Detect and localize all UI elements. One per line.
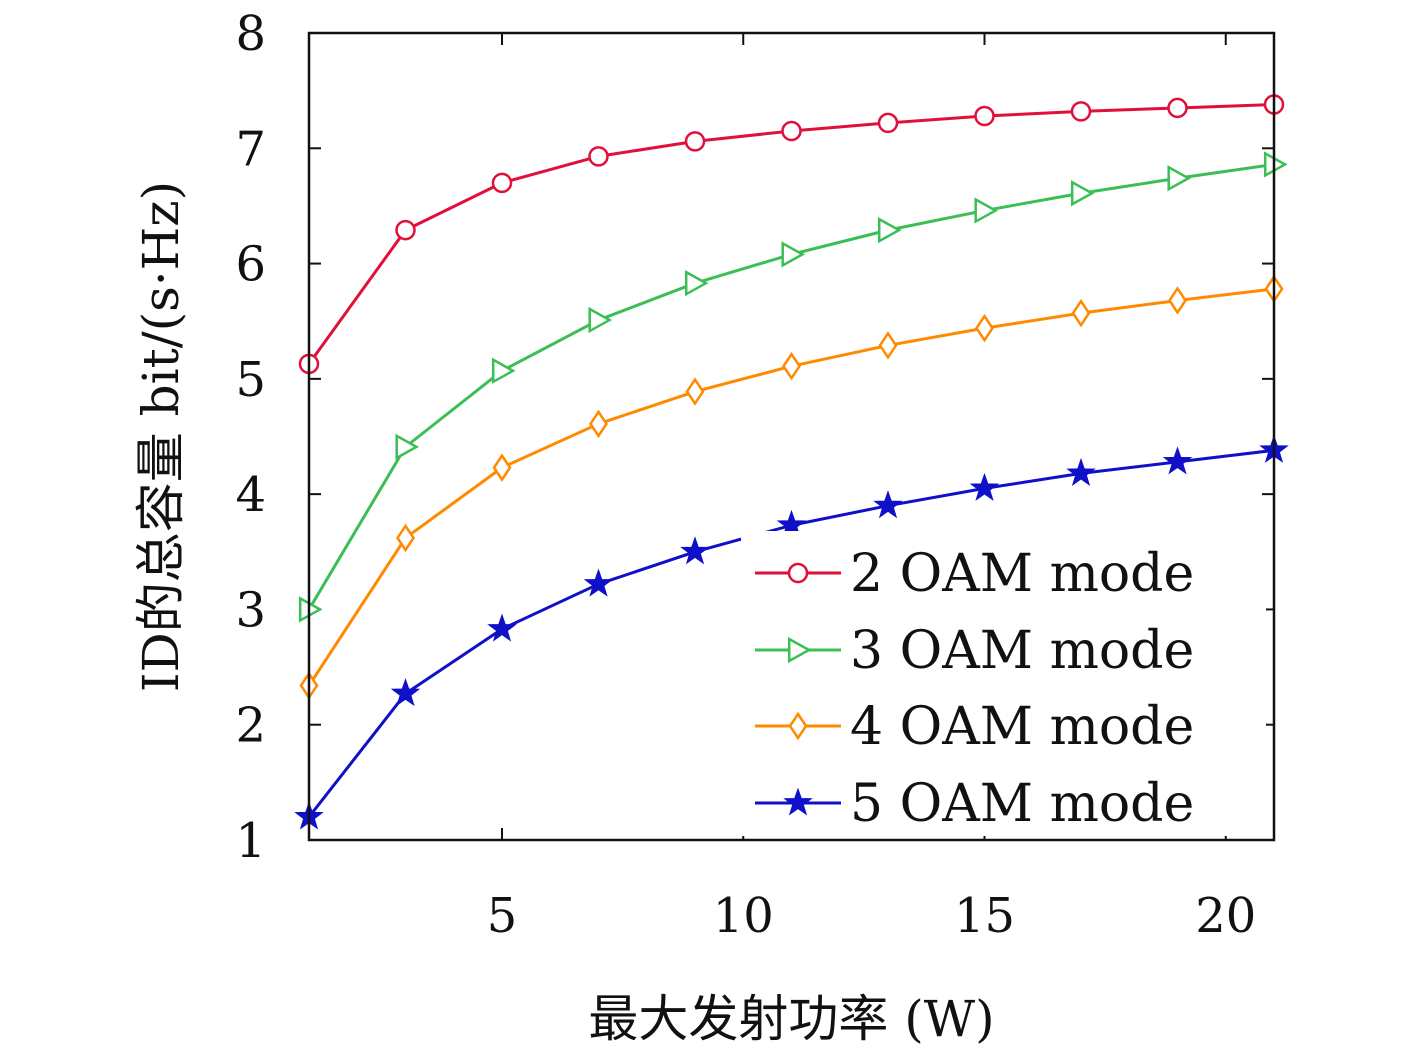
legend-label: 4 OAM mode xyxy=(850,697,1194,757)
data-point xyxy=(781,120,802,142)
data-point xyxy=(684,131,706,152)
data-point xyxy=(1071,298,1091,328)
legend-label: 3 OAM mode xyxy=(850,621,1194,681)
data-point xyxy=(487,613,517,642)
data-point xyxy=(1167,97,1188,119)
data-point xyxy=(1167,286,1188,315)
legend-label: 5 OAM mode xyxy=(850,774,1194,834)
x-tick-label: 5 xyxy=(487,888,518,944)
y-tick-label: 5 xyxy=(235,352,266,408)
y-tick-label: 3 xyxy=(235,582,266,638)
data-point xyxy=(974,313,995,343)
plot-frame xyxy=(307,31,1276,842)
data-point xyxy=(390,678,421,707)
data-point xyxy=(583,568,614,597)
legend-entry: 2 OAM mode xyxy=(755,544,1194,604)
x-tick-label: 10 xyxy=(713,888,774,944)
data-point xyxy=(395,219,416,241)
data-point xyxy=(1070,101,1092,122)
x-axis-title: 最大发射功率 (W) xyxy=(588,990,994,1048)
data-point xyxy=(877,112,899,134)
x-tick-label: 20 xyxy=(1195,888,1256,944)
legend-entry: 5 OAM mode xyxy=(755,774,1194,834)
y-tick-label: 6 xyxy=(235,237,266,293)
legend-entry: 4 OAM mode xyxy=(755,697,1194,757)
x-tick-label: 15 xyxy=(954,888,1015,944)
data-point xyxy=(878,331,898,360)
series-4-oam-mode xyxy=(299,274,1284,700)
y-tick-label: 8 xyxy=(235,6,266,62)
y-tick-label: 4 xyxy=(235,467,266,523)
series-2-oam-mode xyxy=(298,94,1285,375)
legend-marker xyxy=(787,562,809,584)
data-point xyxy=(395,523,416,553)
data-point xyxy=(781,241,806,268)
data-point xyxy=(680,536,710,565)
data-point xyxy=(1070,180,1095,207)
y-tick-label: 7 xyxy=(235,121,266,177)
data-point xyxy=(1066,457,1096,486)
data-point xyxy=(684,270,709,297)
data-point xyxy=(492,453,512,482)
y-tick-label: 2 xyxy=(235,698,266,754)
y-axis-title: ID的总容量 bit/(s·Hz) xyxy=(132,181,190,692)
data-point xyxy=(969,472,1000,501)
legend-marker xyxy=(783,787,813,816)
tick-labels: 5 10 15 20 1 2 3 4 5 6 7 8 xyxy=(235,6,1256,944)
legend-marker xyxy=(788,711,808,741)
data-point xyxy=(776,509,807,538)
series-layer xyxy=(294,94,1289,830)
data-point xyxy=(588,306,613,334)
data-point xyxy=(877,217,902,244)
data-point xyxy=(491,172,513,194)
data-point xyxy=(588,146,609,167)
legend: 2 OAM mode 3 OAM mode 4 OAM mode 5 OAM mode xyxy=(741,531,1266,836)
data-point xyxy=(1167,165,1192,192)
data-point xyxy=(1162,446,1193,475)
data-point xyxy=(685,377,705,406)
data-point xyxy=(395,433,420,461)
y-tick-label: 1 xyxy=(235,813,266,869)
legend-entry: 3 OAM mode xyxy=(755,621,1194,681)
data-point xyxy=(588,409,609,439)
data-point xyxy=(974,197,999,224)
legend-box xyxy=(741,531,1266,836)
data-point xyxy=(873,490,903,519)
series-5-oam-mode xyxy=(294,434,1289,830)
data-point xyxy=(974,105,995,127)
legend-marker xyxy=(787,636,812,664)
legend-label: 2 OAM mode xyxy=(850,544,1194,604)
data-point xyxy=(781,351,802,381)
data-point xyxy=(491,357,516,384)
